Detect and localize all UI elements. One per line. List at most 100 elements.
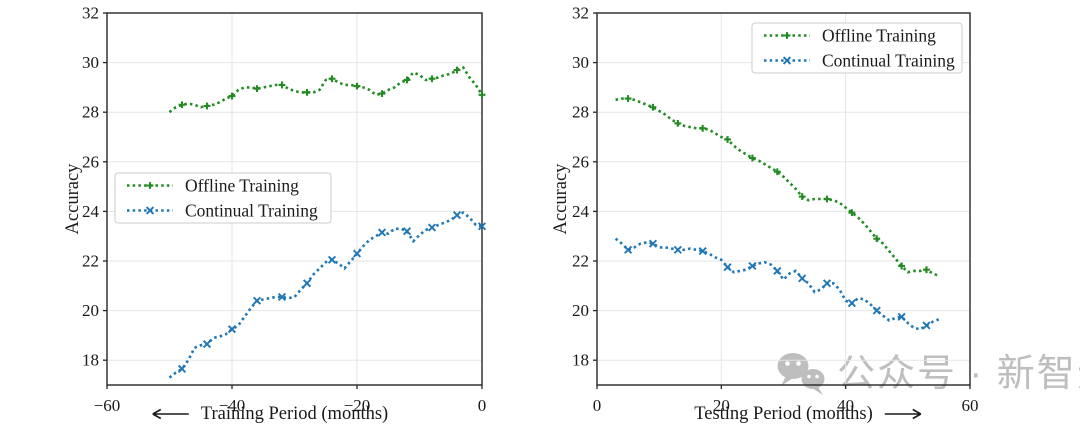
x-marker: [673, 245, 682, 254]
watermark-text: 公众号 · 新智元: [837, 353, 1080, 395]
x-marker: [427, 223, 437, 232]
plus-marker: [203, 102, 211, 110]
plus-marker: [699, 124, 707, 132]
x-marker: [782, 56, 792, 65]
y-axis-label: Accuracy: [63, 163, 83, 235]
series-offline-training: [615, 95, 940, 278]
y-tick-label: 32: [82, 4, 99, 23]
plus-marker: [674, 119, 682, 127]
plus-marker: [146, 182, 154, 189]
plus-marker: [923, 266, 930, 274]
x-tick-label: −20: [344, 396, 371, 415]
y-tick-label: 22: [572, 252, 589, 271]
plus-marker: [773, 168, 781, 176]
x-marker: [252, 296, 262, 305]
plus-marker: [848, 209, 856, 217]
plus-marker: [823, 195, 831, 203]
plus-marker: [749, 154, 756, 162]
plus-marker: [328, 75, 336, 83]
y-tick-label: 22: [82, 252, 99, 271]
series-line: [168, 211, 483, 379]
right-chart: 0 20 40 60 18 20 22 24 26 28 30 32 Testing Period (m…: [551, 4, 979, 425]
x-marker: [327, 255, 337, 264]
series-line: [615, 97, 940, 278]
plus-marker: [898, 262, 906, 270]
plus-marker: [303, 88, 311, 96]
y-tick-label: 24: [572, 202, 590, 221]
legend-label: Offline Training: [822, 26, 936, 46]
x-tick-label: 40: [837, 396, 854, 415]
plus-marker: [783, 32, 791, 39]
x-marker: [277, 292, 287, 302]
y-tick-label: 18: [82, 351, 99, 370]
series-line: [168, 66, 484, 114]
series-continual-training: [614, 237, 940, 331]
plus-marker: [378, 90, 386, 97]
x-marker: [352, 249, 362, 258]
plus-marker: [403, 76, 411, 84]
x-marker: [177, 364, 187, 373]
plus-marker: [428, 75, 436, 83]
plus-marker: [624, 95, 632, 102]
plot-border: [106, 12, 483, 386]
y-tick-label: 32: [572, 4, 589, 23]
x-marker: [624, 245, 633, 254]
y-tick-label: 26: [82, 152, 99, 171]
x-marker: [477, 222, 487, 231]
legend-label: Continual Training: [822, 51, 955, 71]
y-tick-label: 20: [82, 301, 99, 320]
y-tick-label: 28: [82, 103, 99, 122]
x-marker: [145, 206, 155, 215]
plus-marker: [178, 101, 186, 109]
x-tick-label: 0: [478, 396, 487, 415]
right-arrow-icon: [884, 408, 922, 420]
legend-label: Offline Training: [185, 176, 299, 196]
x-tick-label: 20: [713, 396, 730, 415]
x-axis-label: Testing Period (months): [694, 404, 873, 424]
plus-marker: [228, 92, 236, 100]
x-tick-label: 60: [962, 396, 979, 415]
x-tick-label: 0: [593, 396, 602, 415]
plus-marker: [253, 85, 261, 93]
series-continual-training: [168, 211, 487, 379]
x-tick-label: −60: [94, 396, 121, 415]
x-marker: [648, 239, 658, 248]
plus-marker: [724, 136, 731, 143]
x-marker: [402, 227, 412, 236]
plus-marker: [873, 235, 881, 243]
y-axis-label: Accuracy: [551, 163, 571, 235]
x-marker: [698, 247, 707, 256]
x-marker: [748, 261, 757, 271]
x-marker: [872, 306, 881, 315]
x-marker: [773, 266, 782, 275]
x-marker: [202, 340, 212, 349]
x-marker: [897, 312, 906, 321]
y-tick-label: 30: [572, 53, 589, 72]
legend: Offline Training Continual Training: [751, 22, 963, 74]
y-tick-label: 30: [82, 53, 99, 72]
y-tick-label: 20: [572, 301, 589, 320]
x-marker: [798, 274, 807, 283]
y-tick-label: 24: [82, 202, 100, 221]
legend: Offline Training Continual Training: [114, 172, 332, 224]
plus-marker: [353, 82, 361, 90]
y-tick-label: 26: [572, 152, 589, 171]
x-marker: [822, 279, 832, 288]
left-chart: −60 −40 −20 0 18 20 22 24 26 28 30 32 Training Perio…: [63, 4, 486, 425]
legend-label: Continual Training: [185, 201, 318, 221]
x-marker: [922, 321, 931, 330]
x-marker: [302, 279, 312, 288]
y-tick-label: 28: [572, 103, 589, 122]
x-marker: [723, 263, 732, 272]
x-marker: [377, 228, 387, 237]
plot-border: [596, 12, 971, 386]
wechat-icon: [777, 353, 825, 395]
plus-marker: [478, 91, 486, 99]
plus-marker: [798, 193, 806, 200]
plus-marker: [453, 66, 461, 74]
y-tick-label: 18: [572, 351, 589, 370]
x-marker: [227, 325, 237, 334]
watermark: 公众号 · 新智元: [776, 352, 1080, 396]
x-marker: [847, 299, 856, 308]
